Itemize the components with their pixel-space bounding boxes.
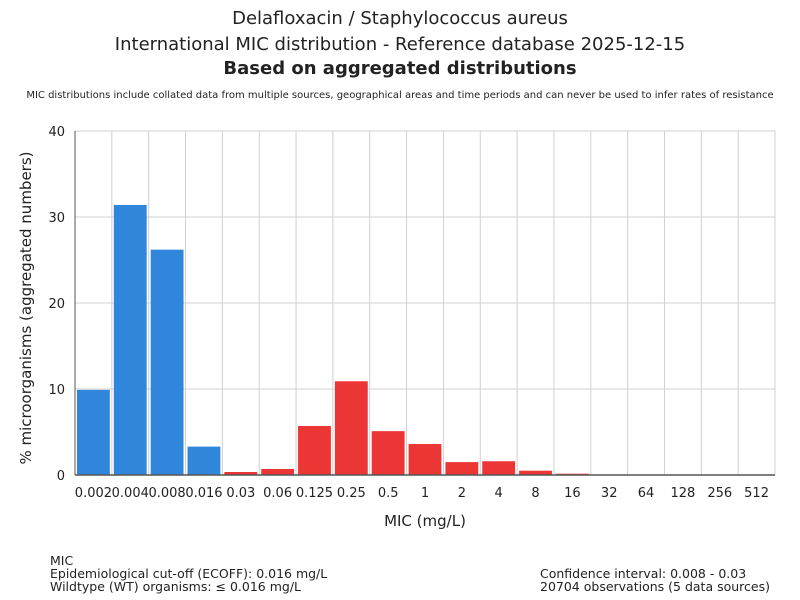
y-tick-label: 0 [57,469,65,484]
x-tick-label: 16 [564,486,581,501]
y-tick-label: 40 [48,125,65,140]
bar-8 [519,470,552,475]
bar-2 [445,462,479,475]
footer-mic: MIC [50,553,74,568]
bar-0.002 [77,389,110,475]
x-tick-label: 0.004 [112,486,149,501]
bar-0.5 [371,431,405,475]
footer-observations: 20704 observations (5 data sources) [540,579,770,594]
y-tick-label: 30 [48,211,65,226]
y-tick-label: 20 [48,297,65,312]
x-tick-label: 0.25 [337,486,366,501]
footer-left: MIC Epidemiological cut-off (ECOFF): 0.0… [50,554,327,593]
x-tick-label: 4 [495,486,503,501]
x-tick-label: 512 [744,486,769,501]
bar-0.25 [334,381,368,475]
footer-ecoff: Epidemiological cut-off (ECOFF): 0.016 m… [50,566,328,581]
x-tick-label: 64 [638,486,655,501]
x-tick-label: 32 [601,486,618,501]
x-axis-label: MIC (mg/L) [384,512,466,530]
x-tick-label: 0.5 [378,486,399,501]
x-tick-label: 0.03 [226,486,255,501]
x-tick-label: 8 [531,486,539,501]
x-tick-label: 0.002 [75,486,112,501]
footer-confidence: Confidence interval: 0.008 - 0.03 [540,566,747,581]
bar-0.06 [261,468,295,475]
footer-right: Confidence interval: 0.008 - 0.03 20704 … [540,567,770,593]
x-tick-label: 128 [670,486,695,501]
x-tick-label: 0.06 [263,486,292,501]
bar-4 [482,461,516,475]
bar-0.004 [113,204,147,475]
chart-title: Delafloxacin / Staphylococcus aureus [232,8,568,29]
chart-subtitle-bold: Based on aggregated distributions [223,58,577,79]
footer-wildtype: Wildtype (WT) organisms: ≤ 0.016 mg/L [50,579,302,594]
x-tick-label: 0.125 [296,486,333,501]
x-tick-label: 0.008 [148,486,185,501]
chart-subtitle: International MIC distribution - Referen… [114,34,686,55]
x-tick-label: 2 [458,486,466,501]
bar-0.125 [298,425,331,475]
y-tick-label: 10 [48,383,65,398]
x-tick-label: 256 [707,486,732,501]
x-tick-label: 0.016 [185,486,222,501]
bar-0.016 [187,446,221,475]
bar-1 [408,444,442,475]
y-axis-label: % microorganisms (aggregated numbers) [17,151,35,464]
bar-0.03 [224,471,258,475]
disclaimer: MIC distributions include collated data … [26,90,774,101]
x-tick-label: 1 [421,486,429,501]
bar-0.008 [150,249,184,475]
